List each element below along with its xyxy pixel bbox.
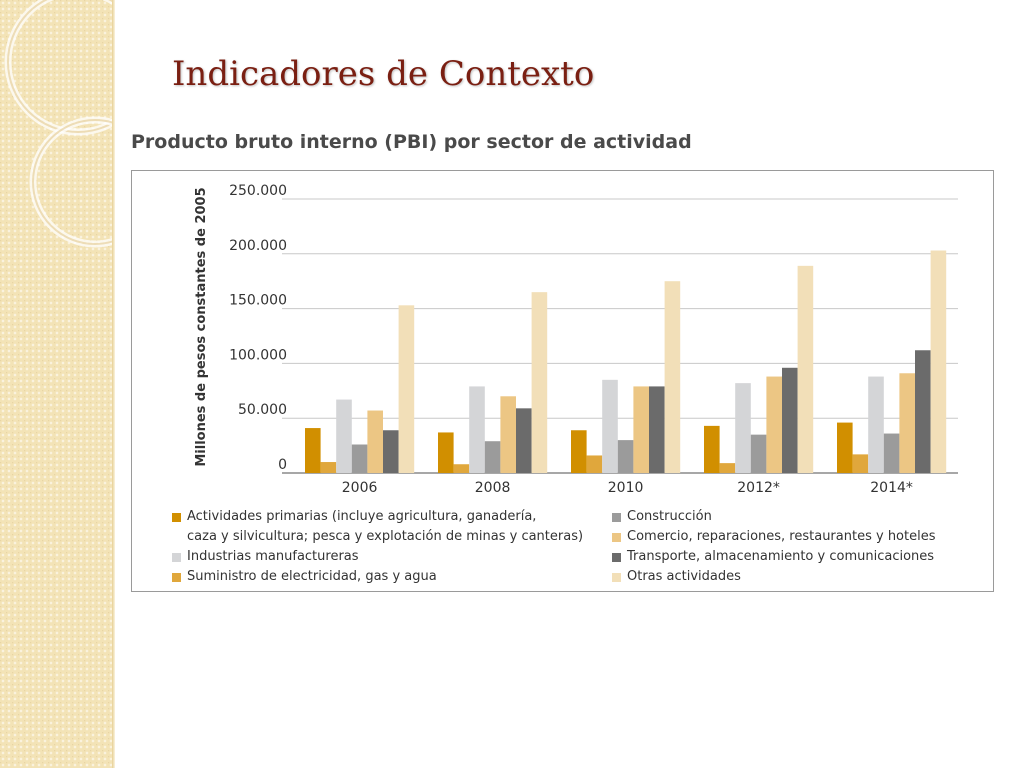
legend-swatch	[612, 533, 621, 542]
bar	[915, 350, 931, 473]
bar	[484, 441, 501, 473]
bar	[750, 434, 767, 473]
bar	[930, 250, 947, 473]
legend-item-construccion: Construcción	[612, 507, 992, 527]
bar	[704, 425, 720, 473]
bar	[383, 430, 399, 473]
bar	[351, 444, 368, 473]
bar	[367, 410, 383, 473]
legend-label: Construcción	[627, 509, 712, 524]
bar	[899, 373, 915, 473]
x-tick-label: 2012*	[737, 480, 780, 496]
y-tick-label: 50.000	[238, 402, 287, 418]
legend-item-comercio: Comercio, reparaciones, restaurantes y h…	[612, 527, 992, 547]
legend-swatch	[172, 553, 181, 562]
decorative-side-panel	[0, 0, 112, 768]
legend-label: Actividades primarias (incluye agricultu…	[187, 509, 537, 524]
bar	[719, 463, 736, 473]
bar	[453, 464, 470, 473]
bar	[649, 386, 665, 473]
legend-label: Transporte, almacenamiento y comunicacio…	[627, 549, 935, 564]
x-tick-label: 2006	[342, 480, 378, 496]
y-tick-label: 150.000	[229, 293, 287, 309]
legend-label: Comercio, reparaciones, restaurantes y h…	[627, 529, 936, 544]
legend-item-suministro: Suministro de electricidad, gas y agua	[172, 567, 612, 587]
legend-label: Otras actividades	[627, 569, 741, 584]
page-title: Indicadores de Contexto	[172, 54, 595, 94]
bar	[500, 396, 516, 473]
bar	[469, 386, 485, 473]
legend-item-transporte: Transporte, almacenamiento y comunicacio…	[612, 547, 992, 567]
bar	[305, 428, 321, 473]
bar	[602, 379, 618, 473]
bar	[320, 462, 337, 473]
bar	[531, 292, 548, 473]
bar	[438, 432, 454, 473]
bar	[883, 433, 900, 473]
legend-swatch	[612, 553, 621, 562]
bar	[571, 430, 587, 473]
bar	[398, 305, 415, 473]
legend-label-continued: caza y silvicultura; pesca y explotación…	[187, 529, 584, 544]
bar	[336, 399, 352, 473]
bar	[617, 440, 634, 473]
legend-label: Industrias manufactureras	[187, 549, 359, 564]
x-tick-label: 2008	[475, 480, 511, 496]
bars	[305, 250, 947, 473]
legend-column-right: Construcción Comercio, reparaciones, res…	[612, 507, 992, 587]
y-tick-label: 200.000	[229, 238, 287, 254]
legend-column-left: Actividades primarias (incluye agricultu…	[172, 507, 612, 587]
legend-item-actividades-primarias: Actividades primarias (incluye agricultu…	[172, 507, 612, 547]
bar	[664, 281, 681, 473]
bar	[633, 386, 649, 473]
legend-swatch	[612, 573, 621, 582]
panel-edge	[112, 0, 115, 768]
bar	[837, 422, 853, 473]
chart-title: Producto bruto interno (PBI) por sector …	[131, 131, 692, 153]
bar	[852, 454, 869, 473]
legend-label: Suministro de electricidad, gas y agua	[187, 569, 437, 584]
y-tick-label: 100.000	[229, 347, 287, 363]
bar	[735, 383, 751, 473]
y-axis-label: Millones de pesos constantes de 2005	[194, 187, 209, 466]
bar	[766, 376, 782, 473]
bar-chart: 0 50.000 100.000 150.000 200.000 250.000 2006…	[194, 183, 958, 496]
decorative-rings	[4, 0, 112, 248]
chart-frame: 0 50.000 100.000 150.000 200.000 250.000 2006…	[131, 170, 994, 592]
legend-item-industrias-manufactureras: Industrias manufactureras	[172, 547, 612, 567]
y-tick-label: 0	[278, 457, 287, 473]
y-tick-labels: 0 50.000 100.000 150.000 200.000 250.000	[229, 183, 287, 473]
chart-legend: Actividades primarias (incluye agricultu…	[172, 507, 992, 587]
legend-swatch	[612, 513, 621, 522]
legend-swatch	[172, 513, 181, 522]
x-tick-label: 2014*	[870, 480, 913, 496]
legend-item-otras-actividades: Otras actividades	[612, 567, 992, 587]
bar	[797, 265, 814, 473]
bar	[586, 455, 603, 473]
x-tick-label: 2010	[608, 480, 644, 496]
bar	[868, 376, 884, 473]
x-tick-labels: 2006 2008 2010 2012* 2014*	[342, 480, 913, 496]
y-tick-label: 250.000	[229, 183, 287, 199]
bar	[782, 367, 798, 473]
legend-swatch	[172, 573, 181, 582]
bar	[516, 408, 532, 473]
